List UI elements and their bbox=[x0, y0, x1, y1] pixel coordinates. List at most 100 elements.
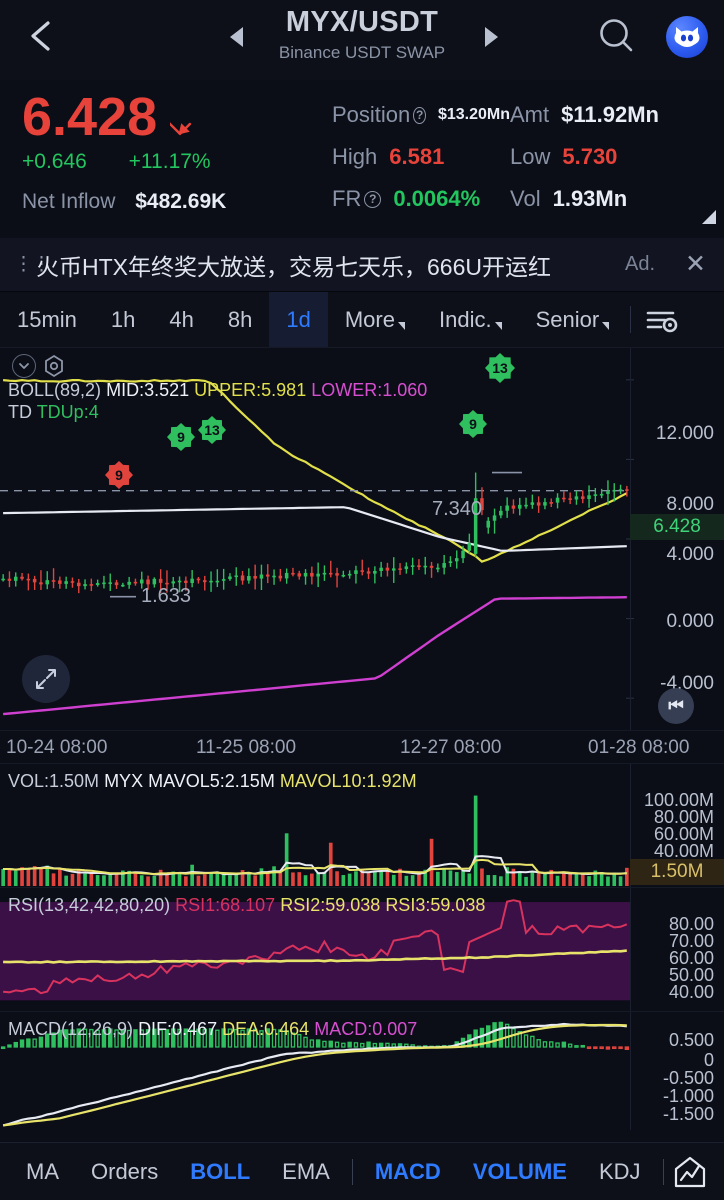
volume-chart-panel[interactable]: VOL:1.50M MYX MAVOL5:2.15M MAVOL10:1.92M… bbox=[0, 764, 724, 888]
volume-axis: 100.00M 80.00M 60.00M 40.00M 20.00M 1.50… bbox=[630, 764, 724, 887]
net-inflow-row: Net Inflow $482.69K bbox=[22, 190, 322, 214]
axis-tick: -0.500 bbox=[662, 1068, 714, 1088]
tab-label: 15min bbox=[17, 306, 77, 332]
axis-tick: 60.00M bbox=[653, 824, 714, 844]
svg-text:9: 9 bbox=[177, 429, 185, 445]
indicator-toolbar: MA Orders BOLL EMA MACD VOLUME KDJ bbox=[0, 1142, 724, 1200]
close-icon[interactable]: ✕ bbox=[685, 250, 706, 278]
toolbar-item-ema[interactable]: EMA bbox=[282, 1158, 330, 1184]
axis-tick: 100.00M bbox=[643, 790, 714, 810]
amt-value: $11.92Mn bbox=[561, 102, 659, 127]
search-icon[interactable] bbox=[594, 14, 640, 65]
tab-label: Senior bbox=[535, 306, 600, 332]
axis-tick: 0 bbox=[703, 1050, 714, 1070]
high-label: High bbox=[332, 144, 378, 169]
quote-block: 6.428 +0.646 +11.17% Net Inflow $482.69K bbox=[0, 80, 724, 238]
toolbar-item-volume[interactable]: VOLUME bbox=[472, 1158, 567, 1184]
time-tick: 11-25 08:00 bbox=[196, 737, 297, 758]
page-title: MYX/USDT bbox=[285, 6, 439, 38]
stats-row-3: FR ? 0.0064% Vol 1.93Mn bbox=[332, 178, 718, 220]
tab-15min[interactable]: 15min bbox=[0, 292, 94, 347]
stats-grid: Position ? $13.20Mn Amt $11.92Mn High 6.… bbox=[332, 94, 718, 224]
svg-text:13: 13 bbox=[492, 360, 508, 376]
toolbar-item-orders[interactable]: Orders bbox=[91, 1158, 159, 1184]
back-button[interactable] bbox=[24, 16, 58, 56]
toolbar-item-ma[interactable]: MA bbox=[26, 1158, 59, 1184]
stats-row-2: High 6.581 Low 5.730 bbox=[332, 136, 718, 178]
tab-more[interactable]: More bbox=[328, 292, 422, 347]
toolbar-item-kdj[interactable]: KDJ bbox=[598, 1158, 641, 1184]
chevron-down-circle-icon[interactable] bbox=[12, 354, 36, 378]
price-change-row: +0.646 +11.17% bbox=[22, 150, 322, 174]
fr-value: 0.0064% bbox=[393, 186, 481, 211]
macd-axis: 0.500 0 -0.500 -1.000 -1.500 bbox=[630, 1012, 724, 1130]
change-absolute: +0.646 bbox=[22, 150, 87, 173]
user-avatar-icon bbox=[674, 27, 700, 47]
position-label: Position bbox=[332, 102, 411, 127]
price-chart-panel[interactable]: 9 9 13 9 13 BOLL(89,2) MID:3.521 UPPER:5.981… bbox=[0, 348, 724, 730]
rsi-axis: 80.00 70.00 60.00 50.00 40.00 bbox=[630, 888, 724, 1011]
axis-tick: 4.000 bbox=[666, 544, 714, 565]
current-volume-tag: 1.50M bbox=[630, 859, 724, 885]
axis-tick: -1.000 bbox=[662, 1086, 714, 1106]
avatar[interactable] bbox=[666, 16, 708, 58]
rsi-chart-panel[interactable]: RSI(13,42,42,80,20) RSI1:68.107 RSI2:59.… bbox=[0, 888, 724, 1012]
timeframe-tabs: 15min 1h 4h 8h 1d More Indic. Senior bbox=[0, 292, 724, 348]
chevron-down-icon bbox=[494, 321, 502, 330]
axis-tick: 8.000 bbox=[666, 494, 714, 515]
divider bbox=[351, 1158, 353, 1185]
price-column: 6.428 +0.646 +11.17% Net Inflow $482.69K bbox=[22, 86, 322, 214]
last-price: 6.428 bbox=[22, 87, 158, 147]
expand-icon[interactable] bbox=[22, 655, 70, 703]
axis-tick: 40.00M bbox=[653, 841, 714, 861]
tab-label: 1h bbox=[110, 306, 136, 332]
axis-tick: 60.00 bbox=[668, 948, 714, 968]
tab-4h[interactable]: 4h bbox=[152, 292, 210, 347]
divider bbox=[662, 1158, 664, 1185]
help-icon[interactable]: ? bbox=[413, 106, 426, 124]
svg-text:9: 9 bbox=[469, 416, 477, 432]
tab-1d[interactable]: 1d bbox=[269, 292, 328, 347]
net-inflow-label: Net Inflow bbox=[22, 190, 116, 213]
tab-8h[interactable]: 8h bbox=[211, 292, 269, 347]
axis-tick: 0.500 bbox=[668, 1030, 714, 1050]
symbol-header[interactable]: MYX/USDT Binance USDT SWAP bbox=[0, 4, 724, 65]
svg-text:13: 13 bbox=[204, 422, 220, 438]
tab-label: 4h bbox=[169, 306, 194, 332]
change-percent: +11.17% bbox=[128, 150, 211, 173]
low-value: 5.730 bbox=[562, 144, 618, 169]
arrow-down-right-icon bbox=[167, 112, 192, 143]
skip-to-end-icon[interactable]: ⏮ bbox=[658, 688, 694, 724]
tab-label: 1d bbox=[286, 306, 311, 332]
chart-settings-icon[interactable] bbox=[635, 292, 693, 347]
low-label: Low bbox=[510, 144, 551, 169]
tab-senior[interactable]: Senior bbox=[519, 292, 627, 347]
chevron-down-icon bbox=[397, 321, 405, 330]
help-icon[interactable]: ? bbox=[364, 190, 382, 208]
vol-label: Vol bbox=[510, 186, 541, 211]
app-header: MYX/USDT Binance USDT SWAP bbox=[0, 0, 724, 80]
vol-value: 1.93Mn bbox=[552, 186, 628, 211]
axis-tick: 0.000 bbox=[666, 611, 714, 632]
axis-tick: 12.000 bbox=[655, 423, 714, 444]
drag-handle-icon[interactable]: ⋮⋮ bbox=[14, 254, 51, 275]
line-chart-house-icon[interactable] bbox=[670, 1153, 724, 1191]
prev-symbol-button[interactable] bbox=[228, 26, 246, 48]
tab-indicators[interactable]: Indic. bbox=[422, 292, 519, 347]
toolbar-item-macd[interactable]: MACD bbox=[374, 1158, 441, 1184]
tab-1h[interactable]: 1h bbox=[94, 292, 152, 347]
ad-tag: Ad. bbox=[625, 253, 656, 275]
position-value: $13.20Mn bbox=[437, 106, 510, 123]
hex-settings-icon[interactable] bbox=[42, 354, 66, 383]
time-tick: 01-28 08:00 bbox=[588, 737, 690, 758]
next-symbol-button[interactable] bbox=[482, 26, 500, 48]
resize-corner-icon[interactable] bbox=[702, 210, 716, 224]
axis-tick: 80.00 bbox=[668, 914, 714, 934]
ad-text: 火币HTX年终奖大放送，交易七天乐，666U开运红 bbox=[36, 253, 551, 280]
price-axis: 12.000 8.000 4.000 0.000 -4.000 6.428 bbox=[630, 348, 724, 730]
axis-tick: 40.00 bbox=[668, 982, 714, 1002]
ad-banner[interactable]: ⋮⋮ 火币HTX年终奖大放送，交易七天乐，666U开运红 Ad. ✕ bbox=[0, 238, 724, 292]
macd-chart-panel[interactable]: MACD(12,26,9) DIF:0.467 DEA:0.464 MACD:0… bbox=[0, 1012, 724, 1130]
toolbar-item-boll[interactable]: BOLL bbox=[190, 1158, 251, 1184]
axis-tick: 50.00 bbox=[668, 965, 714, 985]
